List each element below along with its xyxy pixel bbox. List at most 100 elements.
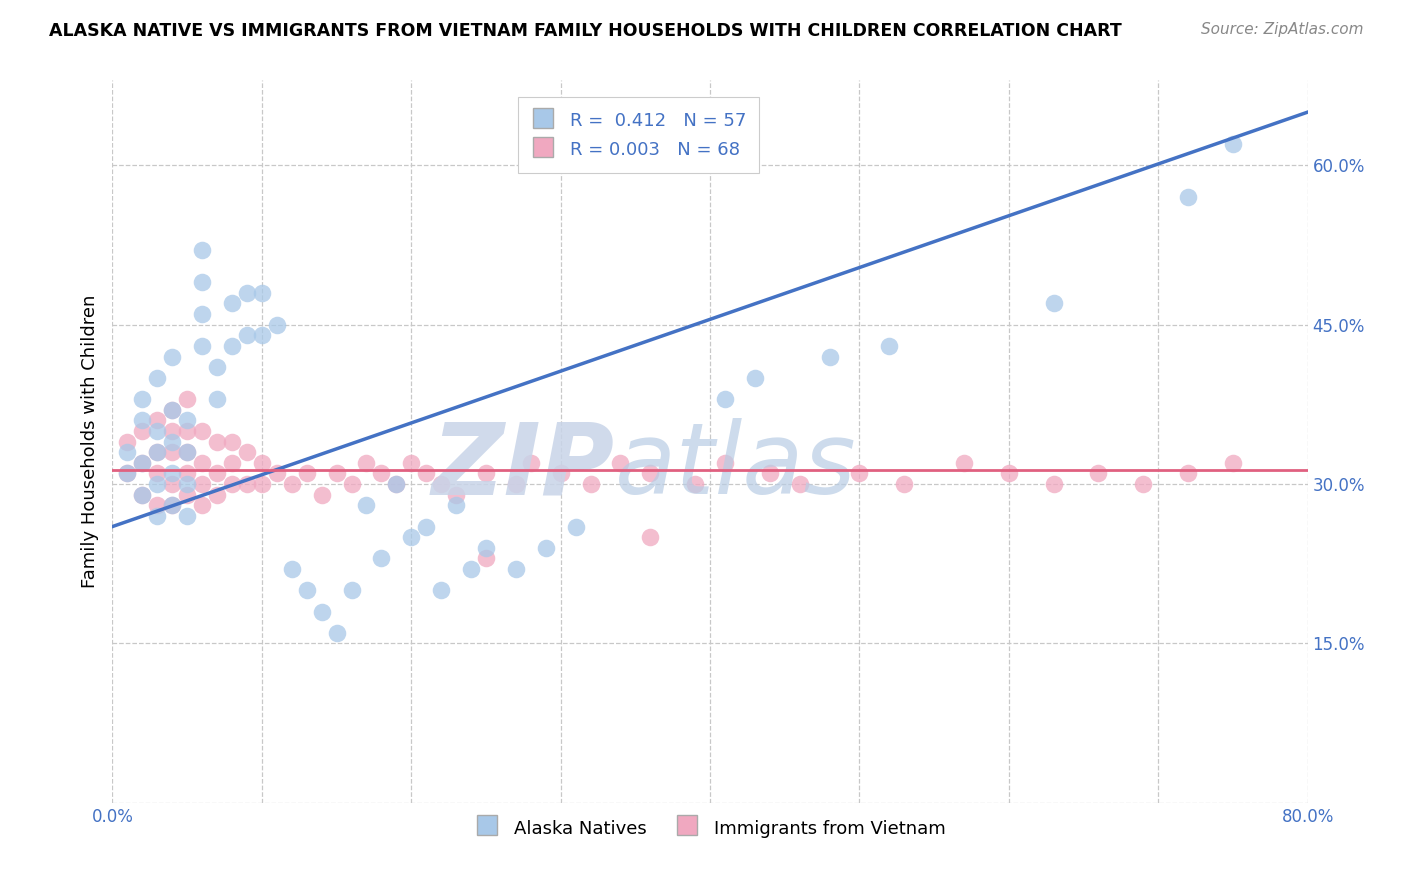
Point <box>162 402 183 417</box>
Y-axis label: Family Households with Children: Family Households with Children <box>80 295 98 588</box>
Point <box>1222 456 1244 470</box>
Point <box>146 445 169 459</box>
Point <box>191 275 214 289</box>
Point <box>176 424 198 438</box>
Point <box>162 498 183 512</box>
Point <box>415 467 437 481</box>
Point <box>131 456 153 470</box>
Point <box>401 456 423 470</box>
Point <box>415 519 437 533</box>
Point <box>162 402 183 417</box>
Point <box>176 445 198 459</box>
Point <box>266 318 288 332</box>
Point <box>205 467 228 481</box>
Point <box>430 583 453 598</box>
Text: ALASKA NATIVE VS IMMIGRANTS FROM VIETNAM FAMILY HOUSEHOLDS WITH CHILDREN CORRELA: ALASKA NATIVE VS IMMIGRANTS FROM VIETNAM… <box>49 22 1122 40</box>
Point <box>550 467 572 481</box>
Point <box>176 477 198 491</box>
Point <box>221 339 243 353</box>
Point <box>250 477 273 491</box>
Point <box>1087 467 1109 481</box>
Point <box>370 551 392 566</box>
Point <box>146 445 169 459</box>
Point <box>146 424 169 438</box>
Point <box>117 467 139 481</box>
Point <box>205 360 228 375</box>
Point <box>998 467 1021 481</box>
Point <box>475 541 498 555</box>
Point <box>564 519 586 533</box>
Point <box>146 498 169 512</box>
Point <box>191 477 214 491</box>
Point <box>117 467 139 481</box>
Text: ZIP: ZIP <box>432 418 614 516</box>
Point <box>370 467 392 481</box>
Point <box>146 413 169 427</box>
Point <box>356 456 378 470</box>
Point <box>295 583 318 598</box>
Point <box>176 392 198 406</box>
Point <box>236 328 259 343</box>
Point <box>1177 467 1199 481</box>
Point <box>162 445 183 459</box>
Point <box>236 285 259 300</box>
Point <box>818 350 841 364</box>
Point <box>176 445 198 459</box>
Point <box>714 392 737 406</box>
Point <box>176 467 198 481</box>
Point <box>340 583 363 598</box>
Point <box>221 434 243 449</box>
Point <box>162 477 183 491</box>
Point <box>1042 477 1064 491</box>
Point <box>311 605 333 619</box>
Legend: Alaska Natives, Immigrants from Vietnam: Alaska Natives, Immigrants from Vietnam <box>465 808 955 848</box>
Point <box>893 477 915 491</box>
Point <box>162 434 183 449</box>
Point <box>191 498 214 512</box>
Point <box>146 477 169 491</box>
Point <box>1222 136 1244 151</box>
Point <box>162 424 183 438</box>
Point <box>325 625 347 640</box>
Point <box>250 328 273 343</box>
Point <box>176 413 198 427</box>
Point <box>176 488 198 502</box>
Point <box>131 424 153 438</box>
Point <box>131 456 153 470</box>
Point <box>340 477 363 491</box>
Point <box>191 456 214 470</box>
Point <box>311 488 333 502</box>
Point <box>221 456 243 470</box>
Point <box>1042 296 1064 310</box>
Point <box>191 424 214 438</box>
Point <box>295 467 318 481</box>
Point <box>444 498 467 512</box>
Point <box>236 477 259 491</box>
Point <box>236 445 259 459</box>
Point <box>579 477 602 491</box>
Point <box>505 477 527 491</box>
Point <box>146 508 169 523</box>
Point <box>191 339 214 353</box>
Point <box>131 488 153 502</box>
Point <box>953 456 976 470</box>
Point <box>146 467 169 481</box>
Point <box>191 244 214 258</box>
Point <box>683 477 706 491</box>
Point <box>221 296 243 310</box>
Point <box>162 467 183 481</box>
Point <box>205 392 228 406</box>
Point <box>117 434 139 449</box>
Point <box>385 477 408 491</box>
Point <box>221 477 243 491</box>
Point <box>266 467 288 481</box>
Point <box>714 456 737 470</box>
Point <box>520 456 543 470</box>
Point <box>430 477 453 491</box>
Point <box>640 530 662 544</box>
Point <box>356 498 378 512</box>
Point <box>444 488 467 502</box>
Point <box>401 530 423 544</box>
Point <box>176 508 198 523</box>
Point <box>385 477 408 491</box>
